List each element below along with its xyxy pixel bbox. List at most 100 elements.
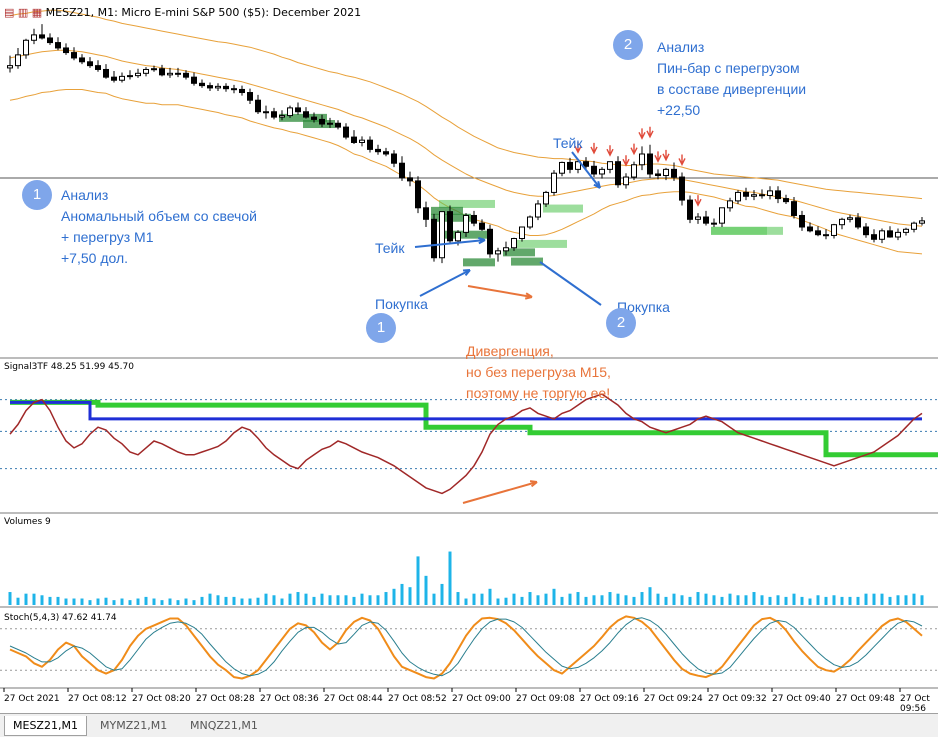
candle-bull [279, 115, 285, 118]
candle-bear [191, 76, 197, 84]
candle-bear [647, 153, 653, 175]
candle-bear [303, 111, 309, 118]
candle-bear [343, 126, 349, 138]
candle-bull [903, 228, 909, 233]
volume-bar [664, 596, 668, 605]
candle-bull [511, 238, 517, 249]
volume-bar [880, 593, 884, 605]
time-axis-label: 27 Oct 09:08 [516, 694, 575, 704]
overload-arrow [646, 126, 654, 139]
volume-bar [776, 595, 780, 605]
volume-bar [344, 595, 348, 605]
volume-bar [720, 596, 724, 605]
candle-bull [767, 190, 773, 196]
volume-zone [463, 258, 495, 267]
tab-mnqz21[interactable]: MNQZ21,M1 [190, 719, 258, 732]
volume-bar [280, 598, 284, 605]
candle-bear [671, 168, 677, 178]
candle-bear [687, 199, 693, 220]
volume-bar [152, 598, 156, 605]
volume-bar [80, 598, 84, 605]
volume-bar [792, 593, 796, 605]
analysis-2-badge: 2 [613, 30, 643, 60]
analysis-1-line: Аномальный объем со свечой [61, 208, 257, 224]
candle-bear [655, 173, 661, 177]
divergence-line: Дивергенция, [466, 343, 554, 359]
volume-bar [768, 596, 772, 605]
divergence-line: поэтому не торгую ее! [466, 385, 611, 401]
candle-bear [887, 230, 893, 238]
volume-bar [248, 598, 252, 605]
candle-bull [727, 200, 733, 209]
volume-bar [368, 595, 372, 605]
stoch-panel [0, 615, 938, 680]
candle-bear [791, 201, 797, 216]
candle-bear [367, 139, 373, 150]
volume-zone [279, 113, 327, 122]
candle-bull [895, 231, 901, 238]
volume-bar [392, 588, 396, 605]
volume-bar [304, 593, 308, 605]
tab-mymz21[interactable]: MYMZ21,M1 [100, 719, 168, 732]
volume-bar [872, 593, 876, 605]
analysis-1-line: Анализ [61, 187, 109, 203]
candle-bull [503, 247, 509, 252]
volume-bar [688, 596, 692, 605]
analysis-1-badge: 1 [22, 180, 52, 210]
overload-arrow [574, 142, 582, 154]
volume-bar [672, 593, 676, 605]
candle-bear [183, 72, 189, 78]
overload-arrow [630, 143, 638, 156]
volume-bar [312, 596, 316, 605]
volume-bar [176, 600, 180, 605]
divergence-line: но без перегруза М15, [466, 364, 611, 380]
candle-bear [871, 234, 877, 240]
candle-bear [319, 118, 325, 125]
divergence-oscillator-line-head [529, 480, 538, 488]
signal-series-line [9, 393, 923, 495]
analysis-2-line: Анализ [657, 39, 705, 55]
volume-bar [616, 593, 620, 605]
buy-1-pointer-head [462, 269, 471, 277]
candle-bear [615, 161, 621, 186]
candle-bull [551, 172, 557, 193]
overload-arrow [638, 128, 646, 140]
candle-bull [359, 139, 365, 143]
volume-bar [760, 595, 764, 605]
volume-bar [808, 598, 812, 605]
candle-bull [7, 65, 13, 69]
volume-zone [543, 204, 583, 213]
volume-bar [168, 598, 172, 605]
candle-bear [479, 222, 485, 230]
candle-bear [471, 214, 477, 224]
candle-bear [447, 211, 453, 242]
chart-canvas[interactable] [0, 0, 938, 713]
overload-arrow [622, 155, 630, 167]
volume-bar [120, 598, 124, 605]
volume-bar [608, 592, 612, 605]
overload-arrow [590, 142, 598, 155]
time-axis-label: 27 Oct 09:48 [836, 694, 895, 704]
candle-bull [439, 211, 445, 259]
volume-bar [144, 596, 148, 605]
volume-bar [352, 596, 356, 605]
candle-bull [151, 68, 157, 71]
tab-mesz21[interactable]: MESZ21,M1 [4, 716, 87, 736]
candle-bull [719, 207, 725, 224]
volume-bar [592, 595, 596, 605]
candle-bear [391, 153, 397, 164]
volume-bar [680, 595, 684, 605]
candle-bear [383, 151, 389, 155]
volume-bar [704, 593, 708, 605]
volume-bar [8, 592, 12, 605]
candle-bull [543, 191, 549, 205]
volume-bar [424, 575, 428, 605]
volume-zone [439, 230, 487, 239]
signal3tf-panel [0, 393, 938, 495]
candle-bull [15, 54, 21, 67]
candle-bear [703, 216, 709, 224]
candle-bull [751, 194, 757, 197]
candle-bear [239, 88, 245, 94]
volume-bar [488, 588, 492, 605]
